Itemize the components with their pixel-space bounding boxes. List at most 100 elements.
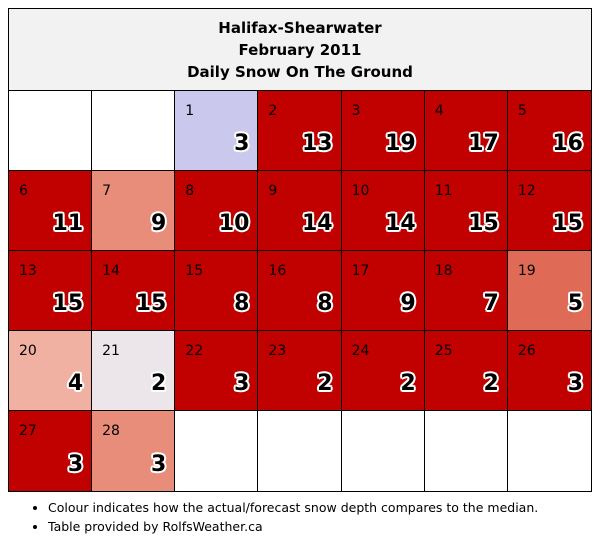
snow-depth-value: 16 bbox=[552, 131, 583, 156]
empty-cell bbox=[92, 91, 176, 171]
note-colour: Colour indicates how the actual/forecast… bbox=[48, 498, 538, 517]
snow-depth-value: 8 bbox=[317, 291, 333, 316]
empty-cell bbox=[341, 411, 425, 491]
snow-depth-value: 3 bbox=[150, 452, 167, 477]
day-number: 20 bbox=[19, 343, 37, 359]
snow-depth-value: 14 bbox=[301, 211, 333, 236]
day-number: 7 bbox=[102, 183, 112, 199]
day-number: 11 bbox=[434, 183, 453, 199]
notes-list: Colour indicates how the actual/forecast… bbox=[8, 498, 538, 536]
day-number: 4 bbox=[434, 103, 444, 119]
day-number: 2 bbox=[268, 103, 278, 119]
day-cell-24: 24 2 bbox=[341, 331, 425, 411]
snow-depth-value: 3 bbox=[67, 452, 84, 477]
day-cell-14: 14 15 bbox=[92, 251, 176, 331]
day-cell-16: 16 8 bbox=[258, 251, 342, 331]
day-number: 21 bbox=[102, 343, 120, 359]
snow-depth-value: 2 bbox=[483, 371, 499, 396]
snow-depth-value: 9 bbox=[400, 291, 416, 316]
empty-cell bbox=[9, 91, 93, 171]
day-number: 28 bbox=[102, 423, 120, 439]
empty-cell bbox=[258, 411, 342, 491]
day-cell-20: 20 4 bbox=[9, 331, 93, 411]
day-number: 9 bbox=[268, 183, 278, 199]
day-cell-8: 8 10 bbox=[175, 171, 259, 251]
day-number: 15 bbox=[185, 263, 204, 279]
day-cell-2: 2 13 bbox=[258, 91, 342, 171]
day-cell-28: 28 3 bbox=[92, 411, 176, 491]
month-label: February 2011 bbox=[238, 41, 362, 59]
day-number: 8 bbox=[185, 183, 195, 199]
day-number: 3 bbox=[351, 103, 361, 119]
snow-depth-value: 3 bbox=[234, 131, 250, 156]
day-number: 1 bbox=[185, 103, 195, 119]
day-number: 5 bbox=[517, 103, 527, 119]
day-number: 13 bbox=[19, 263, 37, 279]
day-number: 23 bbox=[268, 343, 287, 359]
day-cell-19: 19 5 bbox=[507, 251, 591, 331]
snow-depth-value: 15 bbox=[135, 291, 167, 316]
day-number: 17 bbox=[351, 263, 370, 279]
snow-depth-value: 3 bbox=[234, 371, 250, 396]
day-number: 26 bbox=[517, 343, 536, 359]
day-cell-11: 11 15 bbox=[424, 171, 508, 251]
snow-depth-value: 15 bbox=[552, 211, 583, 236]
day-cell-4: 4 17 bbox=[424, 91, 508, 171]
snow-depth-value: 2 bbox=[317, 371, 333, 396]
snow-depth-value: 8 bbox=[234, 291, 250, 316]
day-cell-21: 21 2 bbox=[92, 331, 176, 411]
snow-depth-value: 19 bbox=[385, 131, 416, 156]
note-source: Table provided by RolfsWeather.ca bbox=[48, 517, 538, 536]
snow-depth-value: 15 bbox=[468, 211, 499, 236]
day-cell-5: 5 16 bbox=[507, 91, 591, 171]
metric-label: Daily Snow On The Ground bbox=[187, 63, 413, 81]
calendar-title: Halifax-Shearwater February 2011 Daily S… bbox=[9, 9, 591, 91]
day-cell-10: 10 14 bbox=[341, 171, 425, 251]
day-cell-6: 6 11 bbox=[9, 171, 93, 251]
day-cell-12: 12 15 bbox=[507, 171, 591, 251]
snow-depth-value: 11 bbox=[52, 211, 84, 236]
day-cell-25: 25 2 bbox=[424, 331, 508, 411]
day-cell-27: 27 3 bbox=[9, 411, 93, 491]
day-cell-22: 22 3 bbox=[175, 331, 259, 411]
day-number: 24 bbox=[351, 343, 370, 359]
calendar-grid: 1 3 2 13 3 19 4 17 5 16 6 11 7 9 8 10 9 14 10 14 11 15 12 15 13 1… bbox=[9, 91, 591, 491]
snow-depth-value: 5 bbox=[567, 291, 583, 316]
day-cell-9: 9 14 bbox=[258, 171, 342, 251]
day-number: 6 bbox=[19, 183, 28, 199]
day-number: 12 bbox=[517, 183, 536, 199]
day-number: 19 bbox=[517, 263, 536, 279]
day-cell-18: 18 7 bbox=[424, 251, 508, 331]
snow-depth-value: 14 bbox=[385, 211, 416, 236]
day-number: 10 bbox=[351, 183, 370, 199]
empty-cell bbox=[424, 411, 508, 491]
snow-calendar: Halifax-Shearwater February 2011 Daily S… bbox=[8, 8, 592, 492]
station-name: Halifax-Shearwater bbox=[218, 19, 382, 37]
snow-depth-value: 17 bbox=[468, 131, 499, 156]
day-number: 25 bbox=[434, 343, 453, 359]
snow-depth-value: 2 bbox=[150, 371, 167, 396]
day-cell-17: 17 9 bbox=[341, 251, 425, 331]
day-cell-3: 3 19 bbox=[341, 91, 425, 171]
day-cell-23: 23 2 bbox=[258, 331, 342, 411]
snow-depth-value: 3 bbox=[567, 371, 583, 396]
snow-depth-value: 2 bbox=[400, 371, 416, 396]
day-number: 22 bbox=[185, 343, 204, 359]
day-cell-26: 26 3 bbox=[507, 331, 591, 411]
snow-depth-value: 15 bbox=[52, 291, 84, 316]
day-cell-15: 15 8 bbox=[175, 251, 259, 331]
day-number: 18 bbox=[434, 263, 453, 279]
snow-depth-value: 13 bbox=[301, 131, 333, 156]
snow-depth-value: 4 bbox=[67, 371, 84, 396]
snow-depth-value: 9 bbox=[150, 211, 167, 236]
empty-cell bbox=[507, 411, 591, 491]
day-number: 16 bbox=[268, 263, 287, 279]
day-cell-13: 13 15 bbox=[9, 251, 93, 331]
day-number: 27 bbox=[19, 423, 37, 439]
empty-cell bbox=[175, 411, 259, 491]
day-number: 14 bbox=[102, 263, 120, 279]
snow-depth-value: 10 bbox=[218, 211, 250, 236]
snow-depth-value: 7 bbox=[483, 291, 499, 316]
